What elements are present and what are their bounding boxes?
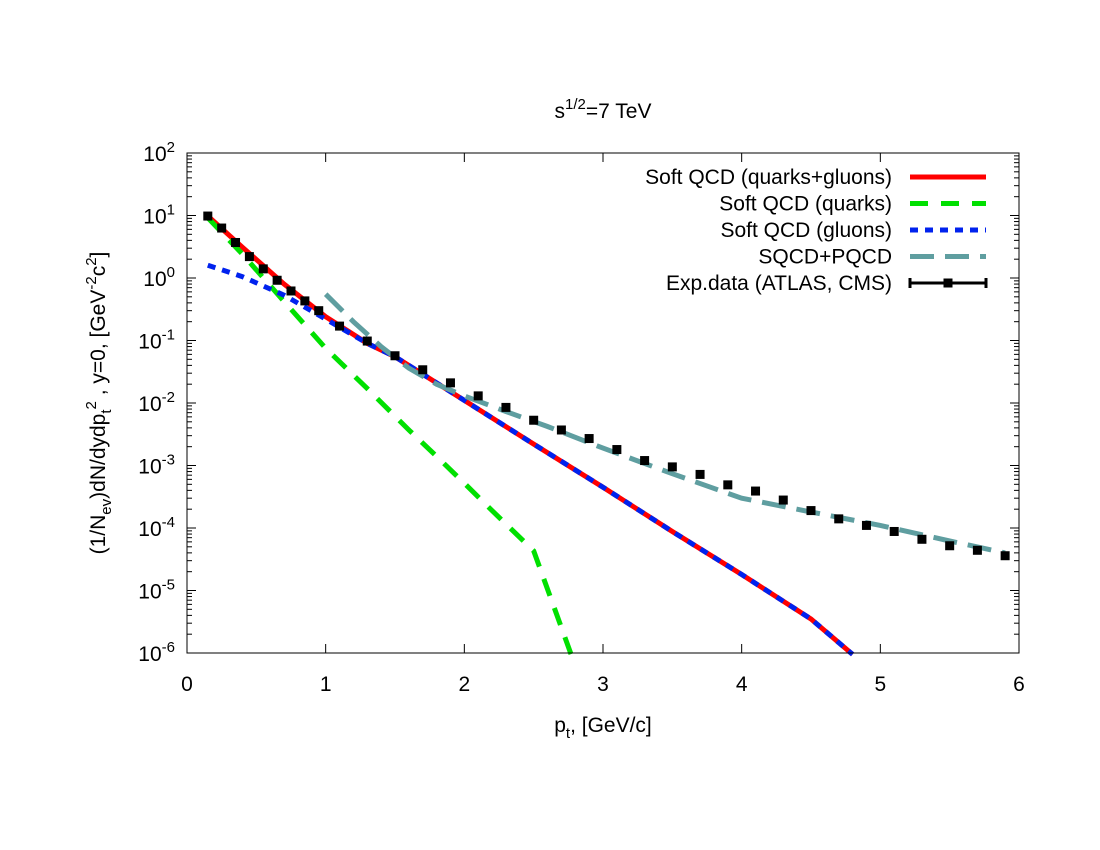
y-tick-label: 10-5 <box>138 577 175 604</box>
chart-title: s1/2=7 TeV <box>555 96 652 123</box>
data-point <box>258 264 268 274</box>
data-point <box>286 286 296 296</box>
y-tick-mantissa: 10 <box>143 143 166 166</box>
y-tick-label: 10-1 <box>138 327 175 354</box>
y-tick-mantissa: 10 <box>143 206 166 229</box>
data-point <box>362 336 372 346</box>
data-point <box>445 378 455 388</box>
x-axis-label-sub: t <box>566 725 571 742</box>
data-point <box>335 321 345 331</box>
x-tick-label: 1 <box>320 673 332 696</box>
data-point <box>272 275 282 285</box>
series-exp-data <box>203 211 1010 561</box>
y-tick-mantissa: 10 <box>138 518 161 541</box>
y-tick-exponent: 0 <box>167 264 175 281</box>
y-axis-label: (1/Nev)dN/dydpt2 , y=0, [GeV-2c2] <box>83 252 115 555</box>
x-tick-label: 6 <box>1013 673 1025 696</box>
data-point <box>584 434 594 444</box>
x-tick-label: 0 <box>181 673 193 696</box>
legend-label: SQCD+PQCD <box>758 246 892 269</box>
legend-label: Soft QCD (quarks) <box>719 193 892 216</box>
y-tick-mantissa: 10 <box>143 268 166 291</box>
y-tick-label: 102 <box>143 139 175 166</box>
y-tick-exponent: -3 <box>162 452 175 469</box>
data-point <box>556 425 566 435</box>
y-tick-mantissa: 10 <box>138 643 161 666</box>
data-point <box>244 252 254 262</box>
data-point <box>834 514 844 524</box>
data-point <box>972 545 982 555</box>
data-point <box>300 296 310 306</box>
chart-title-exp: 1/2 <box>565 96 586 113</box>
data-point <box>806 506 816 516</box>
x-tick-label: 4 <box>736 673 748 696</box>
x-tick-labels: 0 1 2 3 4 5 6 <box>181 153 1025 696</box>
data-point <box>695 469 705 479</box>
plot-frame <box>186 152 1020 654</box>
data-point <box>203 211 213 221</box>
data-point <box>529 415 539 425</box>
y-tick-label: 10-3 <box>138 452 175 479</box>
y-tick-label: 10-6 <box>138 639 175 666</box>
data-point <box>1000 551 1010 561</box>
series-layer <box>203 211 1010 657</box>
data-point <box>945 541 955 551</box>
legend-label: Exp.data (ATLAS, CMS) <box>666 272 892 295</box>
data-point <box>612 445 622 455</box>
y-tick-label: 10-4 <box>138 514 175 541</box>
legend-marker <box>943 278 953 288</box>
series-line-3 <box>323 292 1006 556</box>
y-tick-mantissa: 10 <box>138 393 161 416</box>
x-tick-label: 3 <box>597 673 609 696</box>
data-point <box>861 520 871 530</box>
y-tick-exponent: -2 <box>162 389 175 406</box>
y-tick-label: 101 <box>143 202 175 229</box>
y-tick-label: 100 <box>143 264 175 291</box>
data-point <box>751 486 761 496</box>
data-point <box>501 402 511 412</box>
data-point <box>314 306 324 316</box>
data-point <box>667 462 677 472</box>
data-point <box>390 351 400 361</box>
y-tick-label: 10-2 <box>138 389 175 416</box>
y-tick-exponent: -4 <box>162 514 175 531</box>
y-tick-exponent: -6 <box>162 639 175 656</box>
y-tick-mantissa: 10 <box>138 331 161 354</box>
data-point <box>917 534 927 544</box>
data-point <box>889 526 899 536</box>
legend-label: Soft QCD (gluons) <box>720 219 892 242</box>
data-point <box>723 480 733 490</box>
y-tick-exponent: 1 <box>167 202 175 219</box>
y-tick-exponent: 2 <box>167 139 175 156</box>
y-tick-mantissa: 10 <box>138 581 161 604</box>
legend-label: Soft QCD (quarks+gluons) <box>645 166 892 189</box>
data-point <box>640 456 650 466</box>
y-tick-exponent: -5 <box>162 577 175 594</box>
series-line-2 <box>207 262 855 657</box>
data-point <box>473 391 483 401</box>
data-point <box>778 495 788 505</box>
data-point <box>217 223 227 233</box>
x-tick-label: 2 <box>458 673 470 696</box>
y-tick-exponent: -1 <box>162 327 175 344</box>
y-tick-mantissa: 10 <box>138 456 161 479</box>
legend: Soft QCD (quarks+gluons) Soft QCD (quarks… <box>645 166 988 295</box>
x-tick-label: 5 <box>874 673 886 696</box>
data-point <box>418 365 428 375</box>
series-line-1 <box>205 216 574 656</box>
x-axis-label: pt, [GeV/c] <box>554 714 652 742</box>
data-point <box>231 237 241 247</box>
